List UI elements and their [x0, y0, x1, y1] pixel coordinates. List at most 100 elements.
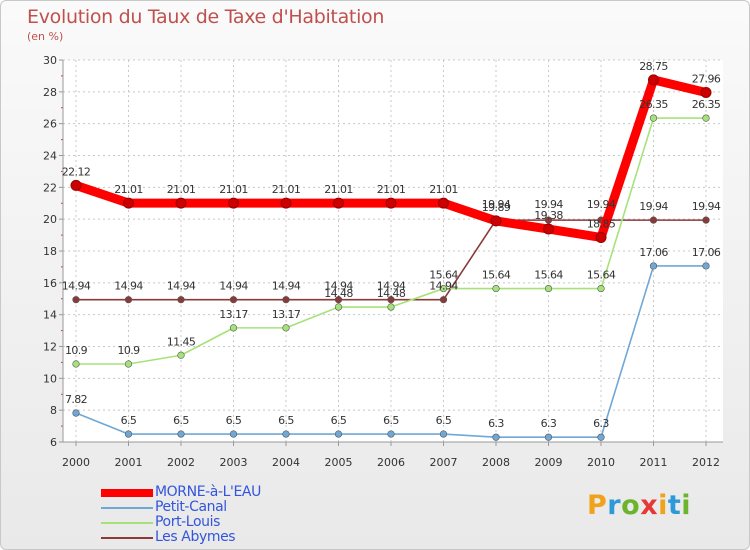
series-point-2	[492, 284, 500, 293]
x-tick-label: 2003	[220, 456, 248, 469]
series-point-3	[334, 296, 343, 304]
data-label: 18.85	[587, 217, 616, 230]
data-label: 14.94	[429, 280, 458, 293]
data-label: 15.64	[587, 269, 616, 282]
series-point-0	[280, 197, 292, 209]
data-label: 14.48	[324, 287, 353, 300]
series-point-1	[544, 433, 553, 441]
series-point-1	[649, 262, 658, 270]
data-label: 19.94	[639, 200, 668, 213]
y-tick-label: 16	[43, 277, 57, 290]
data-label: 19.94	[587, 198, 616, 211]
chart-subtitle: (en %)	[27, 30, 64, 43]
x-tick-label: 2011	[640, 456, 668, 469]
x-tick-label: 2001	[115, 456, 143, 469]
series-point-3	[649, 216, 658, 224]
data-label: 13.17	[272, 308, 301, 321]
legend-label: Petit-Canal	[155, 499, 227, 515]
data-label: 10.9	[65, 344, 88, 357]
data-label: 7.82	[65, 393, 87, 406]
series-point-2	[544, 284, 553, 293]
y-tick-label: 24	[43, 150, 57, 163]
legend-swatch	[101, 489, 153, 497]
data-label: 21.01	[429, 183, 458, 196]
series-point-0	[490, 215, 502, 227]
series-point-1	[177, 430, 185, 438]
data-label: 21.01	[219, 183, 248, 196]
x-tick-label: 2007	[430, 456, 458, 469]
series-point-2	[597, 284, 605, 293]
data-label: 19.94	[482, 198, 511, 211]
legend-swatch	[101, 507, 153, 509]
series-point-3	[124, 296, 133, 304]
y-tick-label: 20	[43, 213, 57, 226]
y-tick-label: 14	[43, 309, 57, 322]
data-label: 17.06	[639, 246, 668, 259]
x-tick-label: 2006	[377, 456, 405, 469]
series-point-1	[492, 433, 500, 441]
data-label: 14.94	[62, 280, 91, 293]
y-tick-label: 8	[50, 404, 57, 417]
y-tick-label: 22	[43, 181, 57, 194]
series-point-0	[228, 197, 239, 209]
x-tick-label: 2000	[62, 456, 90, 469]
data-label: 6.5	[436, 414, 452, 427]
data-label: 6.5	[226, 414, 242, 427]
series-point-0	[70, 179, 82, 191]
y-tick-label: 28	[43, 86, 57, 99]
legend-label: Port-Louis	[155, 514, 220, 530]
series-point-0	[333, 197, 344, 209]
series-point-1	[282, 430, 290, 438]
series-point-2	[439, 284, 448, 293]
series-point-0	[595, 231, 607, 243]
data-label: 15.64	[534, 269, 563, 282]
series-point-3	[177, 296, 185, 304]
series-point-3	[387, 296, 395, 304]
data-label: 14.94	[324, 280, 353, 293]
data-label: 15.64	[482, 269, 511, 282]
series-point-2	[649, 114, 658, 122]
y-tick-label: 10	[43, 372, 57, 385]
series-point-1	[124, 430, 133, 438]
series-point-2	[334, 303, 343, 311]
series-point-2	[702, 114, 710, 122]
data-label: 6.5	[383, 414, 399, 427]
series-point-3	[282, 296, 290, 304]
series-point-0	[648, 74, 659, 86]
data-label: 6.3	[541, 417, 557, 430]
x-tick-label: 2009	[535, 456, 563, 469]
series-point-3	[544, 216, 553, 224]
x-tick-label: 2004	[272, 456, 300, 469]
legend-swatch	[101, 522, 153, 524]
data-label: 6.5	[121, 414, 137, 427]
data-label: 6.5	[331, 414, 347, 427]
data-label: 21.01	[377, 183, 406, 196]
series-point-1	[597, 433, 605, 441]
series-point-1	[439, 430, 448, 438]
data-label: 14.94	[272, 280, 301, 293]
series-point-0	[543, 223, 554, 235]
series-point-0	[438, 197, 449, 209]
data-label: 14.94	[219, 280, 248, 293]
series-point-1	[72, 409, 80, 417]
x-tick-label: 2008	[482, 456, 510, 469]
series-point-1	[702, 262, 710, 270]
series-point-0	[385, 197, 397, 209]
series-point-0	[175, 197, 187, 209]
data-label: 13.17	[219, 308, 248, 321]
data-label: 14.94	[114, 280, 143, 293]
data-label: 26.35	[639, 98, 668, 111]
series-point-2	[387, 303, 395, 311]
data-label: 6.5	[278, 414, 294, 427]
data-label: 26.35	[692, 98, 721, 111]
data-label: 6.5	[173, 414, 189, 427]
series-point-3	[72, 296, 80, 304]
data-label: 21.01	[114, 183, 143, 196]
series-point-2	[282, 324, 290, 332]
series-point-1	[229, 430, 238, 438]
series-point-3	[702, 216, 710, 224]
series-point-0	[700, 86, 712, 98]
chart-title: Evolution du Taux de Taxe d'Habitation	[27, 6, 385, 28]
x-tick-label: 2005	[325, 456, 353, 469]
